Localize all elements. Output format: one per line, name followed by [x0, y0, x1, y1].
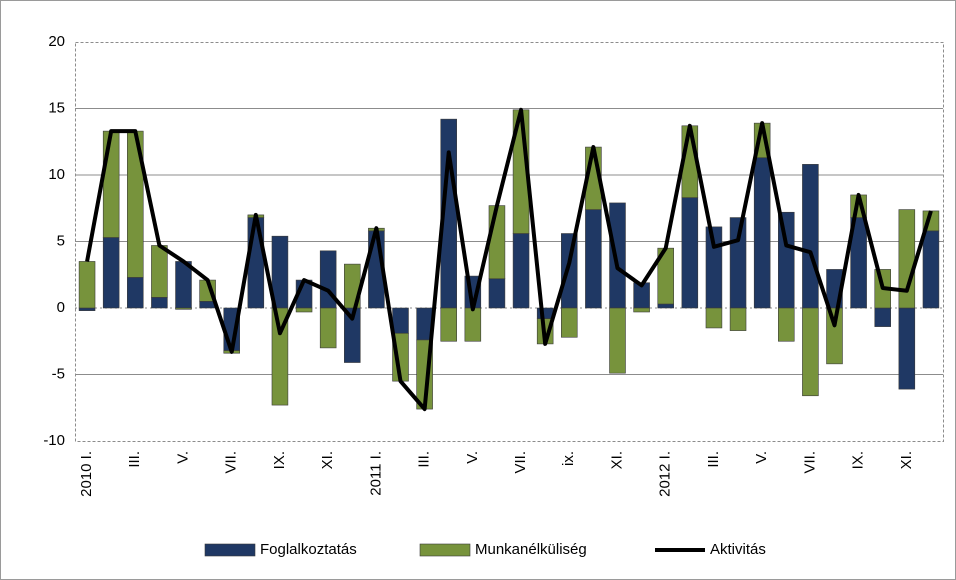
y-tick-label: 0: [57, 299, 65, 316]
bar: [705, 307, 723, 329]
bar: [247, 217, 265, 309]
bar: [78, 307, 96, 311]
bar: [681, 197, 699, 309]
x-tick-label: VII.: [801, 451, 818, 474]
bar: [488, 205, 506, 280]
bar: [729, 307, 747, 331]
y-tick-label: -5: [52, 365, 65, 382]
bar: [561, 307, 578, 338]
bar: [440, 307, 457, 342]
x-tick-label: XI.: [319, 451, 336, 469]
x-tick-label: III.: [416, 451, 433, 468]
bar: [488, 278, 506, 309]
bar: [585, 209, 602, 309]
x-tick-label: XI.: [898, 451, 915, 469]
y-tick-label: 5: [57, 232, 65, 249]
x-tick-label: V.: [174, 451, 191, 464]
y-tick-label: 15: [48, 99, 65, 116]
x-tick-label: 2011 I.: [367, 451, 384, 496]
x-tick-label: IX.: [271, 451, 288, 469]
bar: [633, 307, 650, 313]
bar: [826, 307, 843, 365]
bar: [78, 261, 96, 309]
x-tick-label: ix.: [560, 451, 577, 466]
bar: [271, 307, 289, 406]
bar: [392, 307, 409, 334]
x-tick-label: VII.: [223, 451, 240, 474]
bar: [657, 303, 674, 309]
x-tick-label: IX.: [850, 451, 867, 469]
y-tick-label: 20: [48, 33, 65, 50]
bar: [898, 307, 916, 390]
y-tick-label: 10: [48, 166, 65, 183]
bar: [898, 209, 916, 309]
bar: [464, 307, 482, 342]
bar: [512, 233, 530, 309]
bar: [753, 157, 771, 309]
x-tick-label: 2012 I.: [657, 451, 674, 497]
bar: [874, 307, 891, 327]
bar: [609, 202, 626, 309]
plot-frame: [75, 42, 944, 442]
legend-label: Foglalkoztatás: [260, 541, 357, 558]
bar: [802, 164, 819, 309]
bar: [175, 261, 192, 309]
x-tick-label: III.: [126, 451, 143, 468]
bar: [802, 307, 819, 397]
bar: [536, 307, 554, 319]
x-tick-label: V.: [464, 451, 481, 464]
x-tick-label: 2010 I.: [78, 451, 95, 497]
bar: [102, 237, 120, 309]
x-tick-label: XI.: [608, 451, 625, 469]
bar: [319, 307, 337, 349]
legend-swatch: [419, 543, 471, 557]
x-tick-label: VII.: [512, 451, 529, 474]
line: [85, 107, 933, 412]
bar: [151, 297, 168, 309]
x-tick-label: V.: [753, 451, 770, 464]
bar: [127, 277, 144, 309]
legend-swatch: [204, 543, 256, 557]
bar: [922, 230, 940, 309]
bar: [175, 307, 192, 310]
bar: [778, 307, 795, 342]
legend-label: Munkanélküliség: [475, 541, 587, 558]
bar: [102, 130, 120, 238]
bar: [151, 245, 168, 298]
x-tick-label: III.: [705, 451, 722, 468]
y-tick-label: -10: [43, 432, 65, 449]
bar: [609, 307, 626, 374]
legend-label: Aktivitás: [710, 541, 766, 558]
bar: [295, 307, 313, 313]
